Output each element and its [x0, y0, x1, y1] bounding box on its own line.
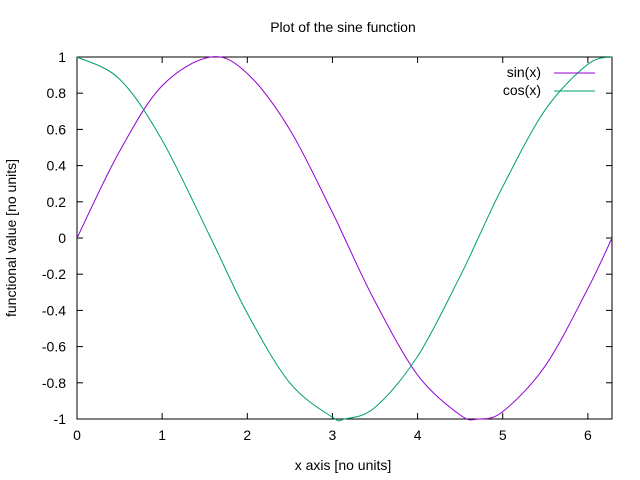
- x-tick-label: 6: [584, 427, 592, 443]
- chart-title: Plot of the sine function: [270, 19, 416, 35]
- x-tick-label: 4: [414, 427, 422, 443]
- x-tick-label: 0: [73, 427, 81, 443]
- x-tick-label: 1: [158, 427, 166, 443]
- y-tick-label: 0.8: [47, 85, 67, 101]
- x-tick-label: 5: [499, 427, 507, 443]
- y-tick-label: -0.2: [42, 266, 66, 282]
- x-tick-label: 2: [243, 427, 251, 443]
- x-axis-ticks: 0 1 2 3 4 5 6: [73, 57, 592, 443]
- y-tick-label: -0.8: [42, 375, 66, 391]
- y-tick-label: 0.4: [47, 158, 67, 174]
- y-tick-label: -1: [54, 411, 67, 427]
- x-tick-label: 3: [329, 427, 337, 443]
- legend-label-sinx: sin(x): [507, 64, 541, 80]
- y-tick-label: -0.4: [42, 302, 66, 318]
- series-line-cosx: [76, 56, 613, 422]
- series-line-sinx: [76, 56, 613, 421]
- x-axis-label: x axis [no units]: [295, 457, 392, 473]
- legend-label-cosx: cos(x): [503, 82, 541, 98]
- legend: sin(x) cos(x): [503, 64, 595, 98]
- y-tick-label: 0: [58, 230, 66, 246]
- y-tick-label: 1: [58, 49, 66, 65]
- series-lines: [76, 56, 613, 422]
- y-tick-label: 0.6: [47, 121, 67, 137]
- y-axis-ticks: -1 -0.8 -0.6 -0.4 -0.2 0 0.2 0.4 0.6 0.8 1: [42, 49, 612, 427]
- y-tick-label: -0.6: [42, 339, 66, 355]
- y-tick-label: 0.2: [47, 194, 67, 210]
- y-axis-label: functional value [no units]: [3, 159, 19, 317]
